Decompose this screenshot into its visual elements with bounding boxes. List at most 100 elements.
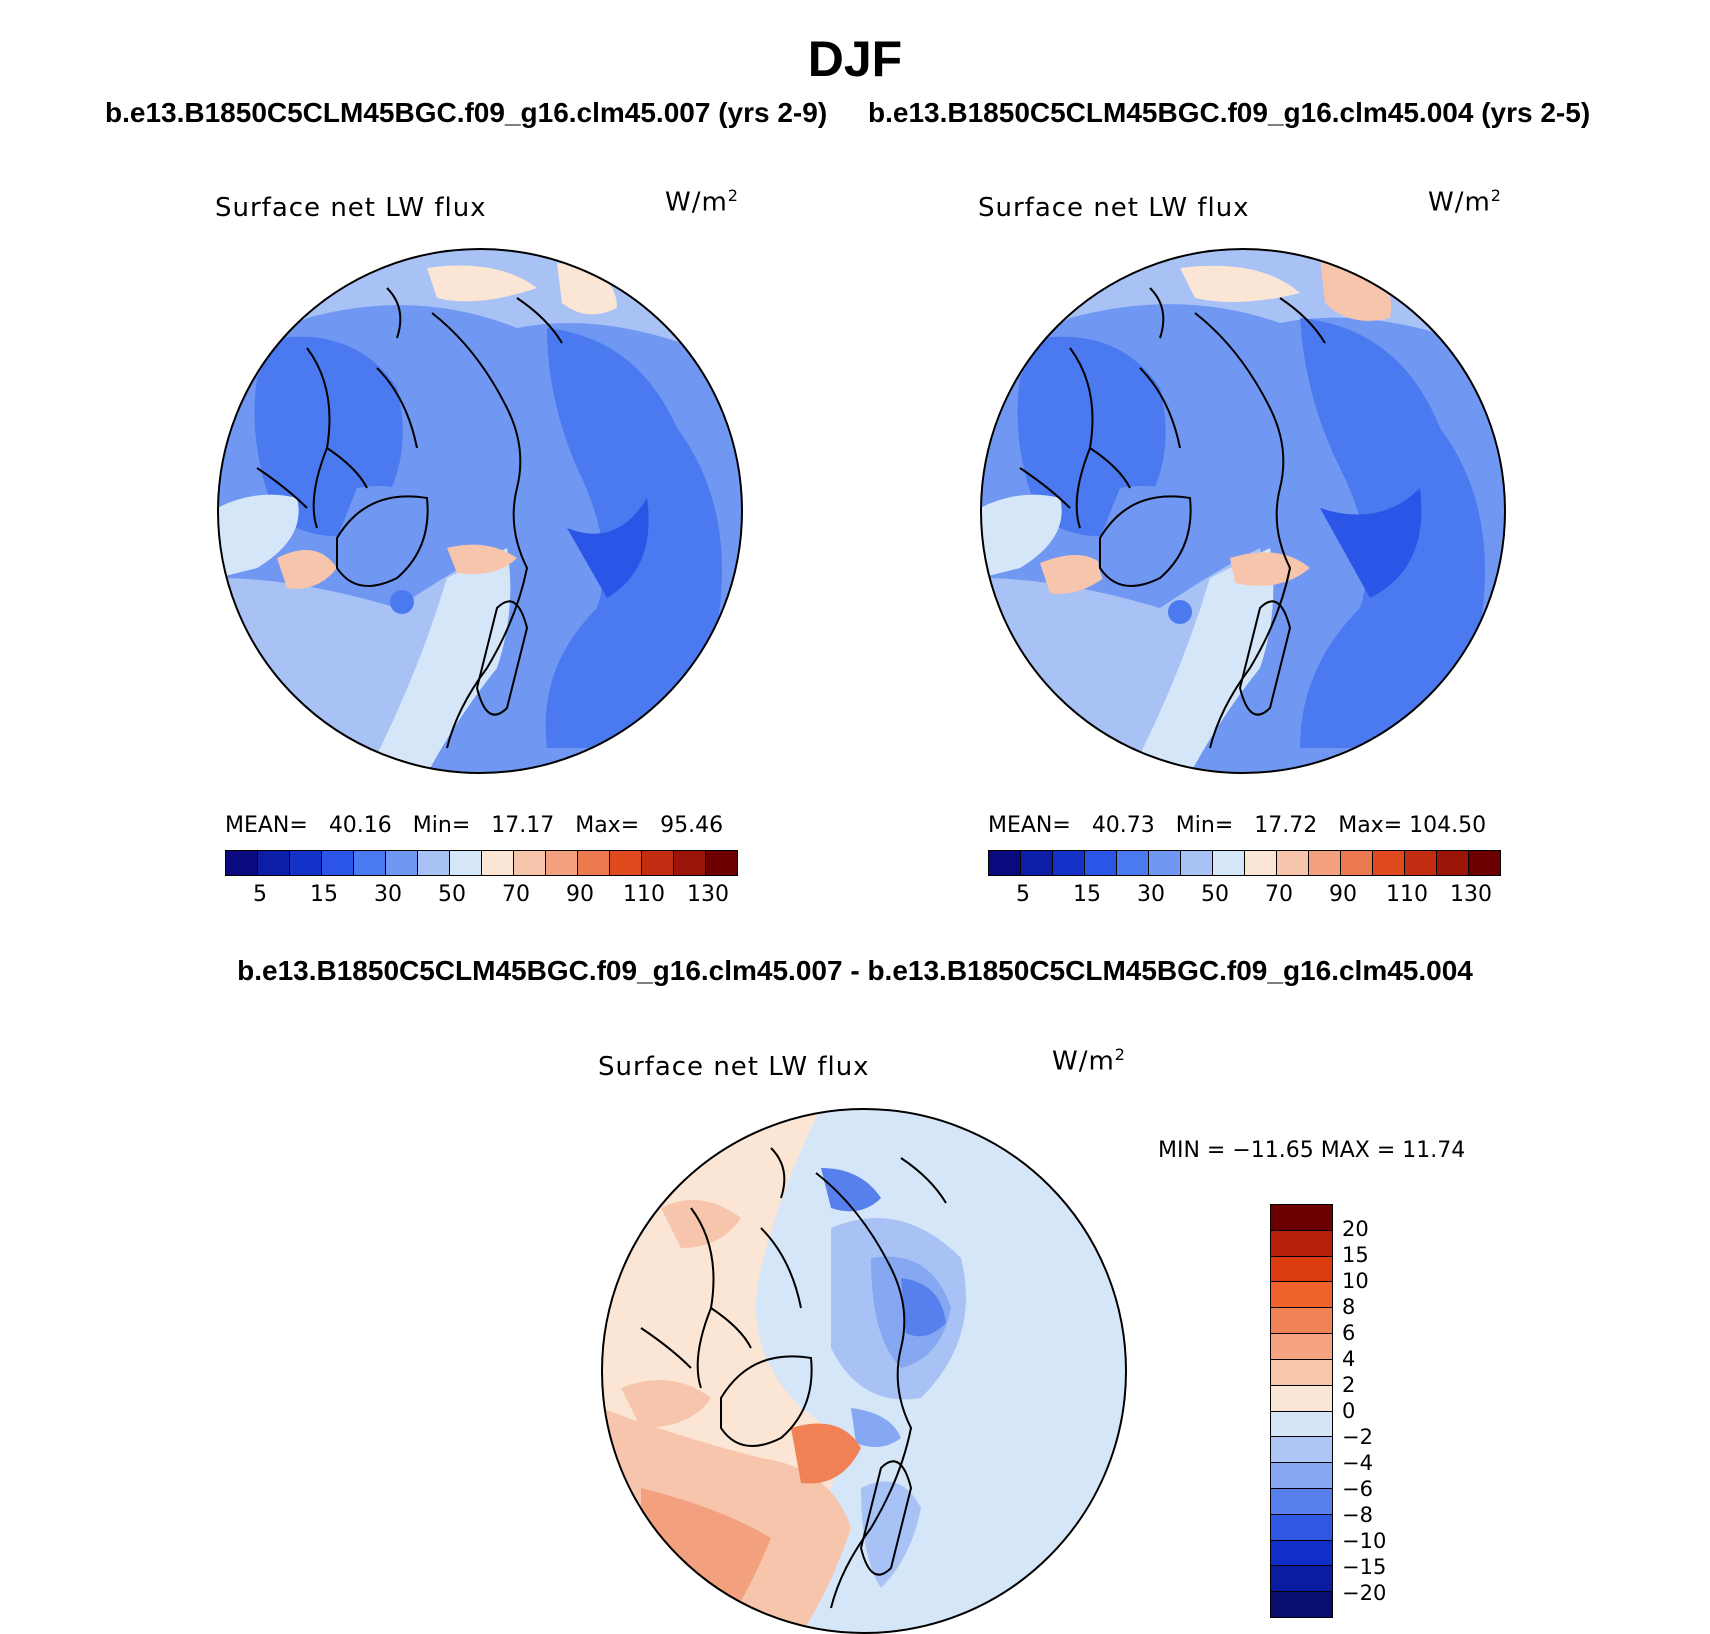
left-stats: MEAN= 40.16 Min= 17.17 Max= 95.46: [225, 813, 724, 838]
left-polar-map: [217, 248, 743, 774]
region-greenland-ice: [1098, 486, 1200, 598]
region-norwegian-sea-warm: [277, 550, 337, 589]
right-stats: MEAN= 40.73 Min= 17.72 Max= 104.50: [988, 813, 1487, 838]
colorbar-swatch-12: [1373, 851, 1405, 875]
diff-tick-6: 6: [1342, 1321, 1356, 1345]
diff-colorbar-swatch-4: [1271, 1308, 1332, 1335]
colorbar-swatch-0: [989, 851, 1021, 875]
colorbar-swatch-5: [1149, 851, 1181, 875]
coastline-scandinavia: [1238, 600, 1292, 716]
right-tick-15: 15: [1073, 882, 1101, 907]
region-arctic-pale: [427, 416, 549, 555]
difference-title: b.e13.B1850C5CLM45BGC.f09_g16.clm45.007 …: [237, 955, 1473, 986]
colorbar-swatch-3: [1085, 851, 1117, 875]
region-europe-paler: [981, 494, 1062, 578]
colorbar-swatch-4: [1117, 851, 1149, 875]
coastline-canada: [1019, 347, 1181, 529]
coastline-alaska: [770, 1147, 947, 1204]
region-barents-warm: [447, 544, 517, 574]
right-colorbar-ticks: 5 15 30 50 70 90 110 130: [988, 882, 1501, 912]
left-variable-label: Surface net LW flux: [215, 193, 487, 223]
diff-tick-neg8: −8: [1342, 1503, 1373, 1527]
region-europe-paler: [218, 494, 299, 578]
left-tick-70: 70: [502, 882, 530, 907]
right-case-title: b.e13.B1850C5CLM45BGC.f09_g16.clm45.004 …: [868, 97, 1591, 128]
colorbar-swatch-11: [578, 851, 610, 875]
diff-tick-2: 2: [1342, 1373, 1356, 1397]
colorbar-swatch-1: [258, 851, 290, 875]
region-north-blue: [821, 1168, 881, 1212]
coastline-alaska: [386, 287, 563, 344]
diff-colorbar-swatch-0: [1271, 1205, 1332, 1231]
right-tick-130: 130: [1450, 882, 1492, 907]
main-title: DJF: [807, 31, 903, 87]
colorbar-swatch-14: [1437, 851, 1469, 875]
region-canada-deep: [567, 498, 649, 598]
region-norwegian-sea-warm: [1040, 555, 1110, 594]
region-greenland-ice: [335, 486, 437, 598]
colorbar-swatch-11: [1341, 851, 1373, 875]
left-colorbar-ticks: 5 15 30 50 70 90 110 130: [225, 882, 738, 912]
colorbar-swatch-2: [1053, 851, 1085, 875]
colorbar-swatch-2: [290, 851, 322, 875]
region-beringia-warm: [1180, 265, 1300, 302]
diff-tick-neg6: −6: [1342, 1477, 1373, 1501]
right-tick-90: 90: [1329, 882, 1357, 907]
colorbar-swatch-8: [1245, 851, 1277, 875]
diff-tick-4: 4: [1342, 1347, 1356, 1371]
diff-colorbar-swatch-14: [1271, 1566, 1332, 1593]
right-tick-50: 50: [1201, 882, 1229, 907]
diff-tick-15: 15: [1342, 1243, 1369, 1267]
diff-colorbar-swatch-7: [1271, 1385, 1332, 1412]
colorbar-swatch-6: [418, 851, 450, 875]
diff-variable-label: Surface net LW flux: [598, 1052, 870, 1082]
diff-tick-neg20: −20: [1342, 1581, 1387, 1605]
coastline-canada: [640, 1207, 802, 1389]
diff-colorbar-swatch-15: [1271, 1592, 1332, 1617]
colorbar-swatch-14: [674, 851, 706, 875]
region-barents-warm: [1230, 552, 1310, 586]
colorbar-swatch-3: [322, 851, 354, 875]
colorbar-swatch-4: [354, 851, 386, 875]
difference-polar-map: [601, 1108, 1127, 1634]
diff-tick-neg15: −15: [1342, 1555, 1387, 1579]
coastline-scandinavia: [475, 600, 529, 716]
region-barents-warm: [791, 1423, 861, 1484]
left-tick-130: 130: [687, 882, 729, 907]
region-greenland-spot: [390, 590, 414, 614]
region-canada-deep: [1320, 488, 1422, 598]
left-tick-110: 110: [623, 882, 665, 907]
left-colorbar: [225, 850, 738, 876]
colorbar-swatch-5: [386, 851, 418, 875]
left-case-title: b.e13.B1850C5CLM45BGC.f09_g16.clm45.007 …: [105, 97, 828, 128]
coastline-eurasia: [1194, 312, 1292, 749]
diff-colorbar-swatch-3: [1271, 1282, 1332, 1309]
left-tick-15: 15: [310, 882, 338, 907]
region-beringia-warm: [427, 265, 537, 302]
region-norwegian-blue: [851, 1408, 901, 1447]
coastline-canada: [256, 347, 418, 529]
diff-tick-8: 8: [1342, 1295, 1356, 1319]
right-tick-5: 5: [1016, 882, 1030, 907]
diff-colorbar-swatch-6: [1271, 1359, 1332, 1386]
diff-units-label: W/m2: [1052, 1045, 1126, 1077]
region-greenland-spot: [1168, 600, 1192, 624]
diff-tick-neg2: −2: [1342, 1425, 1373, 1449]
coastline-eurasia: [431, 312, 529, 749]
colorbar-swatch-15: [706, 851, 737, 875]
diff-minmax: MIN = −11.65 MAX = 11.74: [1158, 1138, 1466, 1163]
diff-colorbar-swatch-11: [1271, 1488, 1332, 1515]
diff-colorbar-swatch-13: [1271, 1540, 1332, 1567]
diff-colorbar-swatch-5: [1271, 1334, 1332, 1360]
diff-tick-20: 20: [1342, 1217, 1369, 1241]
right-tick-70: 70: [1265, 882, 1293, 907]
difference-colorbar: [1270, 1204, 1333, 1618]
right-colorbar: [988, 850, 1501, 876]
map-boundary: [980, 248, 1506, 774]
diff-tick-0: 0: [1342, 1399, 1356, 1423]
colorbar-swatch-1: [1021, 851, 1053, 875]
colorbar-swatch-13: [642, 851, 674, 875]
left-tick-30: 30: [374, 882, 402, 907]
colorbar-swatch-9: [1277, 851, 1309, 875]
diff-colorbar-swatch-8: [1271, 1411, 1332, 1438]
